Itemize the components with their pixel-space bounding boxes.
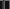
Polygon shape [1,4,9,7]
Text: Amplitude
controller: Amplitude controller [8,0,10,9]
Polygon shape [4,4,5,5]
Polygon shape [6,5,7,6]
Polygon shape [5,6,6,7]
Polygon shape [6,6,7,7]
Polygon shape [7,6,8,7]
Polygon shape [2,5,3,6]
Polygon shape [5,5,6,6]
Polygon shape [7,4,8,5]
Polygon shape [8,5,9,6]
Text: Feeds: Feeds [0,0,2,9]
Polygon shape [4,5,5,6]
Polygon shape [3,4,4,5]
Polygon shape [2,6,3,7]
Polygon shape [4,4,5,5]
Polygon shape [5,4,6,5]
FancyBboxPatch shape [0,0,8,4]
Polygon shape [3,6,4,7]
Polygon shape [8,4,9,5]
